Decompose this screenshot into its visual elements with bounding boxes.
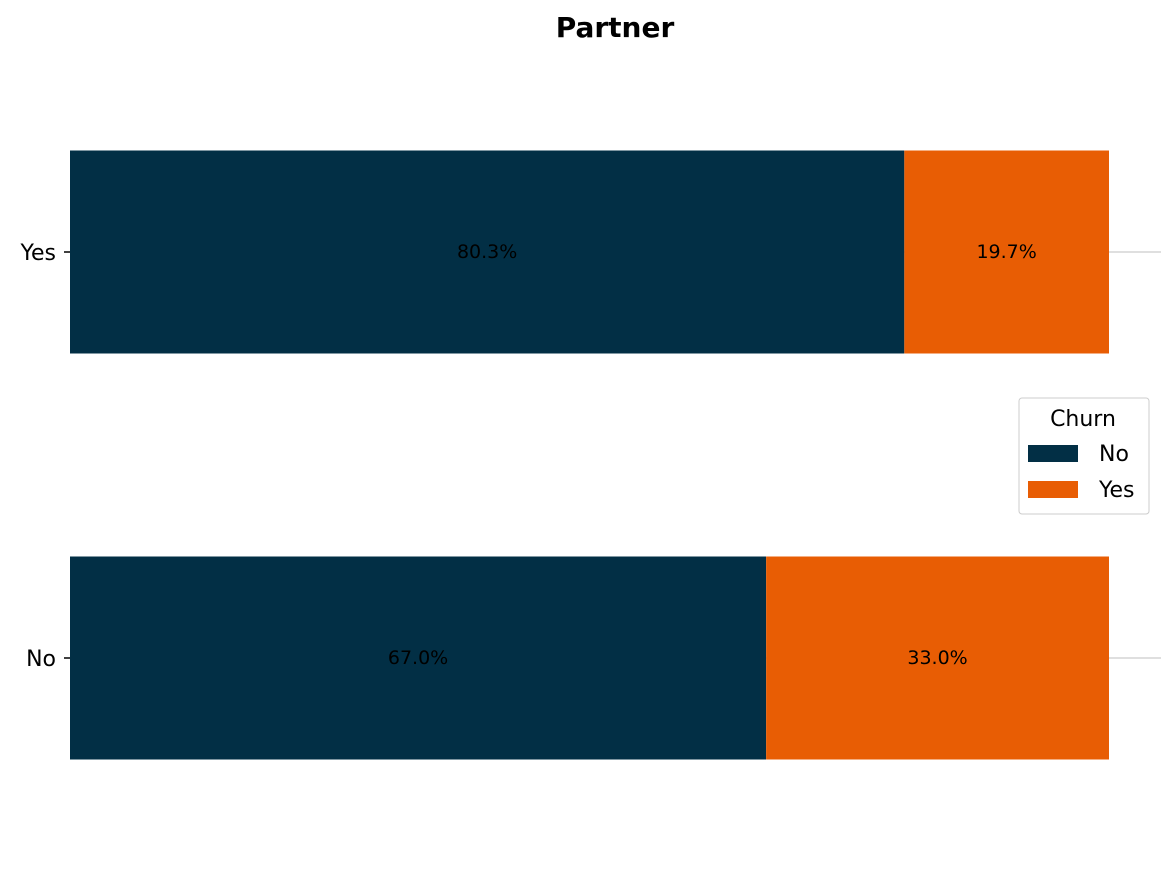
data-label-no-churn-no: 67.0%	[388, 647, 448, 669]
legend-swatch-no	[1028, 445, 1078, 462]
legend-label-no: No	[1099, 442, 1129, 467]
bar-no-churn-no	[70, 556, 767, 760]
y-tick-label-no: No	[26, 647, 56, 672]
data-label-yes-churn-yes: 19.7%	[976, 241, 1036, 263]
data-label-yes-churn-no: 80.3%	[457, 241, 517, 263]
legend-label-yes: Yes	[1098, 478, 1135, 503]
legend: Churn No Yes	[1018, 397, 1150, 515]
y-axis: Yes No	[19, 241, 70, 672]
data-label-no-churn-yes: 33.0%	[907, 647, 967, 669]
bar-yes-churn-yes	[904, 150, 1109, 354]
bar-no-churn-yes	[766, 556, 1109, 760]
bar-yes-churn-no	[70, 150, 905, 354]
legend-title: Churn	[1050, 407, 1116, 432]
y-tick-label-yes: Yes	[19, 241, 56, 266]
chart-title: Partner	[556, 11, 675, 44]
bars: 80.3% 19.7% 67.0% 33.0%	[70, 150, 1109, 760]
legend-swatch-yes	[1028, 481, 1078, 498]
